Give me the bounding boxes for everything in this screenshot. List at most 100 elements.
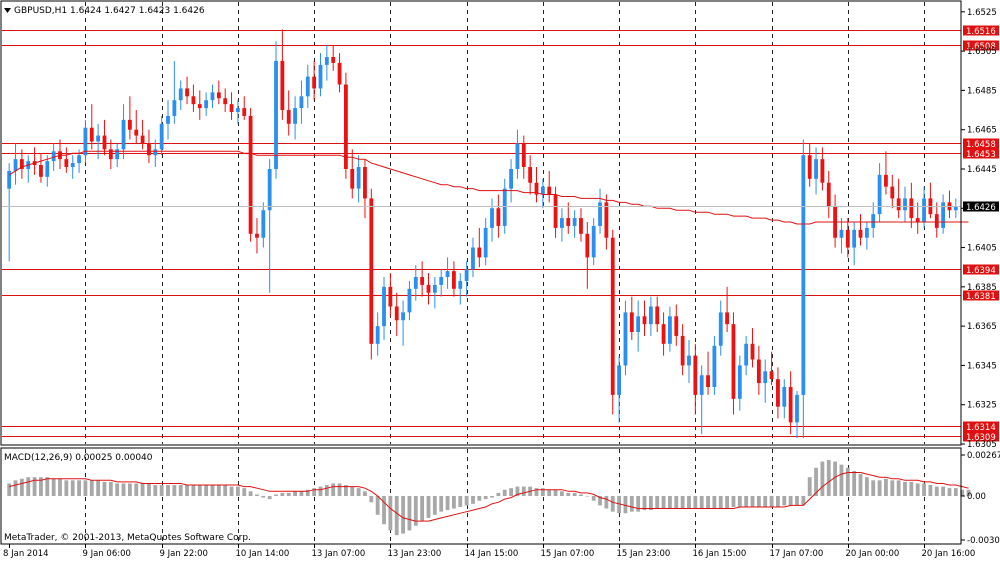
macd-bar [83,480,88,496]
macd-bar [51,478,56,496]
macd-bar [369,496,374,503]
chart-header: GBPUSD,H1 1.6424 1.6427 1.6423 1.6426 [4,6,205,16]
macd-bar [629,496,634,512]
macd-bar [731,496,736,507]
candle-body [604,202,609,238]
macd-bar [439,496,444,512]
candle-body [39,165,43,177]
horizontal-levels[interactable]: 1.65161.65081.64581.64531.63941.63811.63… [2,25,999,444]
macd-bar [896,480,901,496]
time-tick-label: 16 Jan 15:00 [693,549,747,559]
macd-bar [826,459,831,496]
macd-bar [922,483,926,496]
macd-bar [388,496,393,531]
macd-bar [432,496,437,515]
macd-bar [566,492,571,496]
macd-bar [960,489,965,496]
candle-body [77,155,81,164]
macd-bar [680,496,685,509]
macd-bar [572,492,577,496]
candle-body [826,182,831,207]
price-tick-label: 1.6305 [967,440,997,450]
macd-bar [13,480,18,496]
candle-body [464,269,469,281]
macd-bar [185,485,189,496]
macd-title: MACD(12,26,9) 0.00025 0.00040 [4,453,153,463]
macd-bar [737,496,742,507]
candle-body [636,316,641,333]
candle-body [401,312,405,321]
candle-body [280,60,285,111]
macd-bar [407,496,412,531]
candle-body [610,237,615,395]
candle-body [953,206,958,211]
macd-bar [356,488,361,496]
macd-bar [750,496,755,507]
candle-body [718,312,723,346]
candle-body [293,108,297,124]
candle-body [159,123,164,150]
macd-bar [445,496,450,511]
time-tick-label: 17 Jan 07:00 [770,549,824,559]
time-axis: 8 Jan 2014 9 Jan 06:00 9 Jan 22:00 10 Jan 1… [3,544,975,559]
candle-body [839,229,844,238]
macd-bar [210,485,215,496]
macd-bar [375,496,380,515]
level-price-tag [963,264,999,275]
macd-bar [394,496,399,536]
macd-bar [178,485,183,496]
candle-body [166,115,170,124]
macd-bar [115,483,120,496]
level-price-label: 1.6508 [966,42,996,52]
candle-body [312,76,317,89]
macd-bar [725,496,730,509]
candle-body [845,229,850,248]
candle-body [458,280,463,289]
candle-body [369,198,374,344]
candle-body [661,324,666,344]
macd-bar [363,491,367,496]
macd-bar [693,496,698,509]
macd-bar [159,485,164,496]
macd-bar [788,496,793,506]
macd-bar [26,477,31,496]
dropdown-triangle-icon[interactable] [4,8,11,13]
macd-bar [953,488,958,496]
macd-tick-label: 0.00 [967,492,986,502]
macd-bar [331,483,336,496]
level-price-label: 1.6458 [966,140,996,150]
macd-bar [636,496,641,512]
macd-bar [413,496,418,526]
candle-body [687,355,691,366]
macd-bar [674,496,679,509]
candle-body [210,92,215,101]
macd-bar [699,496,704,509]
macd-bar [191,485,196,496]
macd-bar [623,496,628,514]
candle-body [490,208,494,228]
candle-body [668,316,672,344]
time-tick-label: 14 Jan 15:00 [465,549,519,559]
candle-body [788,387,793,423]
candle-body [407,288,412,313]
candle-body [248,115,253,234]
level-price-label: 1.6314 [966,423,996,433]
macd-bar [216,485,221,496]
macd-bar [801,496,806,506]
macd-bar [255,494,259,496]
price-tick-label: 1.6365 [967,322,997,332]
macd-bar [763,496,768,507]
macd-bar [502,489,507,496]
macd-bar [32,477,37,496]
candle-body [204,100,209,109]
candle-body [452,271,456,289]
macd-bar [248,491,253,496]
macd-bar [820,461,825,496]
macd-bar [839,464,844,496]
candle-body [642,316,647,325]
macd-bar [496,492,501,496]
macd-bar [687,496,691,509]
macd-histogram [7,459,971,536]
candle-body [896,198,901,211]
